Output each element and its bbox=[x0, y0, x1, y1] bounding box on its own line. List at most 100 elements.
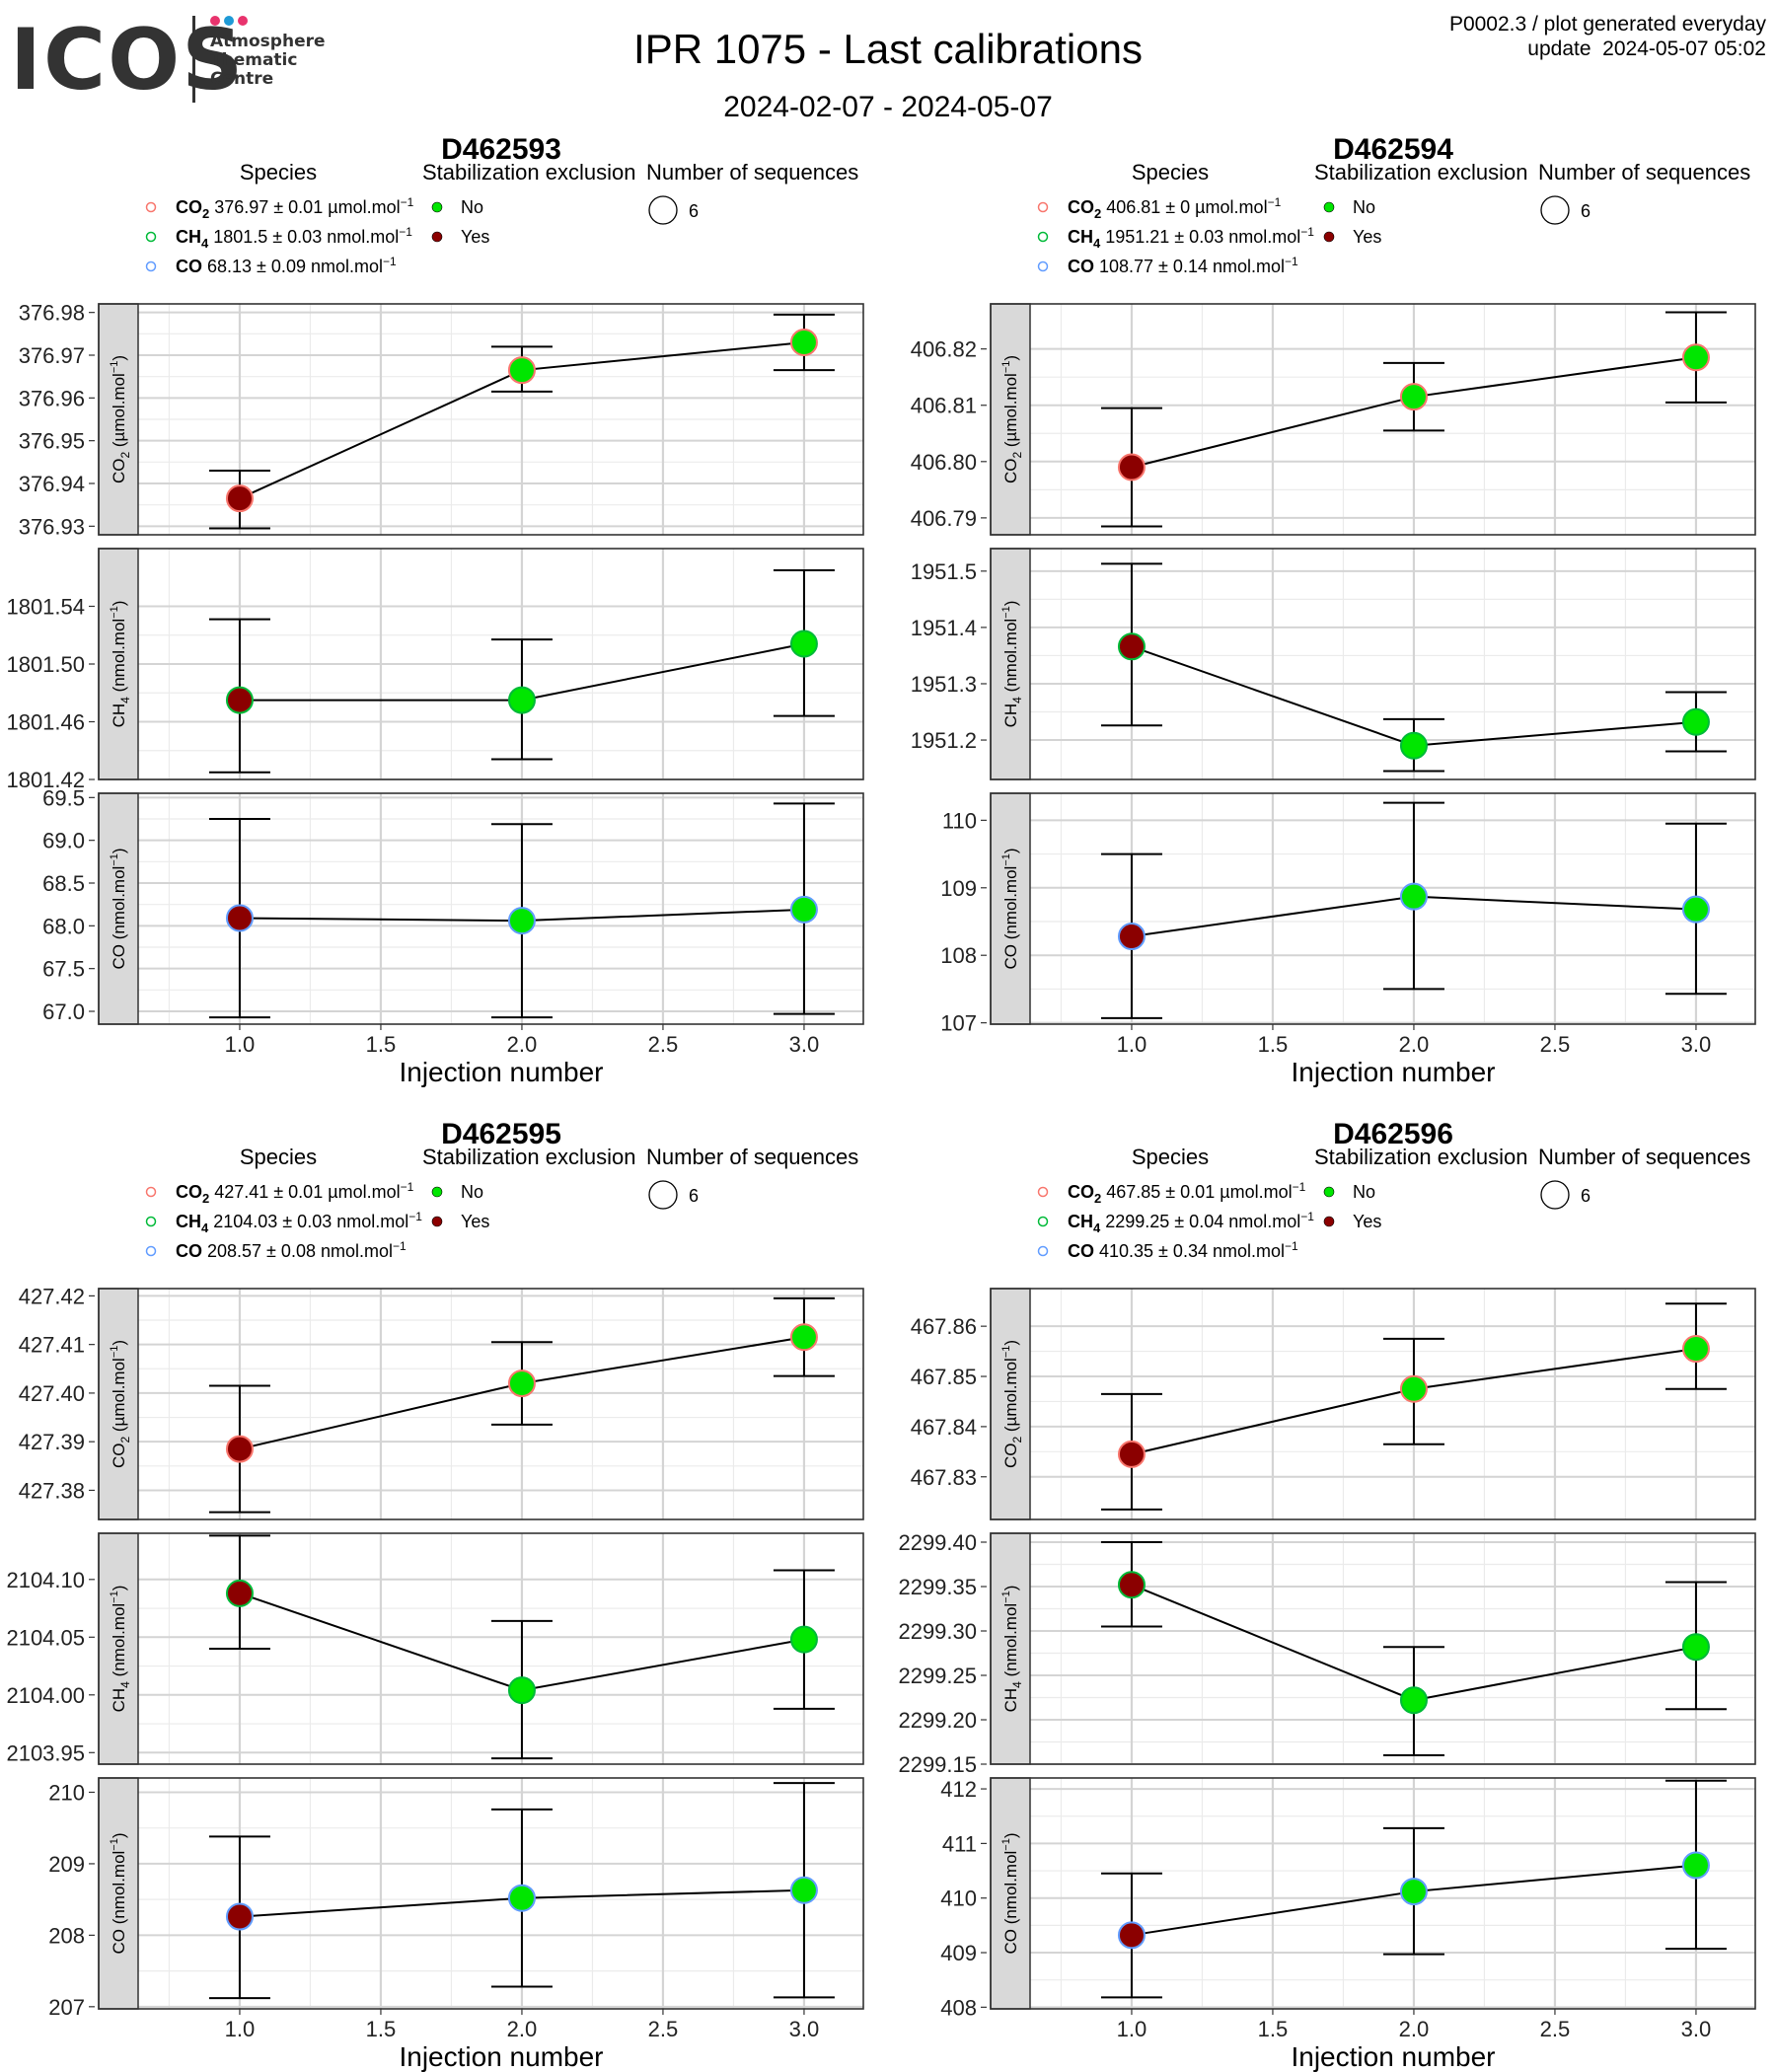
y-tick-label: 67.0 bbox=[42, 999, 85, 1024]
y-tick-label: 2299.30 bbox=[898, 1619, 977, 1644]
page-title: IPR 1075 - Last calibrations bbox=[633, 26, 1143, 72]
y-tick-label: 209 bbox=[48, 1852, 85, 1877]
data-point bbox=[1117, 1571, 1146, 1599]
panel-background bbox=[1030, 793, 1755, 1024]
facet-strip-label: CO (nmol.mol−1) bbox=[109, 1832, 128, 1954]
x-tick-label: 2.5 bbox=[648, 2017, 679, 2041]
nsequences-legend-label: 6 bbox=[689, 201, 699, 221]
x-tick-label: 2.0 bbox=[507, 2017, 538, 2041]
y-tick-label: 2104.00 bbox=[6, 1683, 85, 1708]
data-point bbox=[789, 1625, 818, 1654]
x-tick-label: 1.5 bbox=[1258, 1032, 1289, 1057]
unit-close: ) bbox=[1001, 1340, 1020, 1346]
y-tick-label: 376.97 bbox=[19, 343, 85, 368]
stabilization-legend-label: Yes bbox=[461, 227, 489, 247]
panel-border bbox=[98, 1288, 864, 1520]
data-point bbox=[225, 686, 254, 714]
stabilization-legend-marker bbox=[431, 1186, 443, 1198]
species-legend-marker bbox=[145, 231, 157, 243]
data-point bbox=[1399, 882, 1428, 911]
stabilization-legend-marker bbox=[431, 231, 443, 243]
legend-nsequences-title: Number of sequences bbox=[646, 1145, 858, 1169]
species-legend-marker bbox=[1037, 1216, 1049, 1227]
unit-exponent: −1 bbox=[1300, 1210, 1314, 1223]
species-subscript: 2 bbox=[118, 1437, 132, 1443]
stabilization-legend-label: No bbox=[1353, 1182, 1375, 1202]
species-panel: 408 409 410 411 412 CO (nmol.mol−1) bbox=[940, 1777, 1756, 2020]
data-point bbox=[1681, 1851, 1710, 1880]
y-tick-label: 108 bbox=[940, 943, 977, 968]
unit-close: ) bbox=[110, 1832, 128, 1838]
species-value: 1951.21 ± 0.03 nmol.mol bbox=[1100, 227, 1300, 247]
panel-background bbox=[138, 793, 863, 1024]
x-axis-title: Injection number bbox=[399, 1057, 603, 1087]
x-tick-label: 3.0 bbox=[789, 1032, 820, 1057]
species-panel: 107 108 109 110 CO (nmol.mol−1) bbox=[940, 792, 1756, 1036]
y-tick-label: 406.81 bbox=[911, 394, 977, 418]
icos-logo: ICOS bbox=[10, 11, 246, 110]
y-tick-label: 67.5 bbox=[42, 957, 85, 982]
unit-exponent: −1 bbox=[1285, 1239, 1298, 1253]
data-point bbox=[1117, 453, 1146, 481]
species-legend-marker bbox=[1037, 231, 1049, 243]
unit-close: ) bbox=[1001, 848, 1020, 853]
facet-strip bbox=[990, 548, 1031, 780]
stabilization-legend-marker bbox=[431, 201, 443, 213]
species-base: CO bbox=[1001, 459, 1020, 484]
stabilization-legend-label: No bbox=[461, 1182, 483, 1202]
x-tick-label: 1.5 bbox=[366, 1032, 397, 1057]
cylinder-title: D462593 bbox=[441, 133, 561, 166]
legend-nsequences-title: Number of sequences bbox=[646, 160, 858, 185]
y-tick-label: 427.41 bbox=[19, 1333, 85, 1358]
unit-label: (µmol.mol bbox=[1001, 373, 1020, 452]
y-tick-label: 376.93 bbox=[19, 514, 85, 539]
facet-strip-label: CO (nmol.mol−1) bbox=[1000, 848, 1020, 969]
species-name: CO bbox=[176, 1182, 202, 1202]
unit-exponent: −1 bbox=[109, 853, 120, 866]
y-tick-label: 376.94 bbox=[19, 472, 85, 496]
unit-exponent: −1 bbox=[1268, 195, 1282, 209]
facet-strip-label: CO2 (µmol.mol−1) bbox=[109, 1340, 132, 1468]
data-point bbox=[789, 1323, 818, 1352]
x-tick-label: 1.0 bbox=[1117, 2017, 1147, 2041]
unit-exponent: −1 bbox=[1300, 225, 1314, 239]
species-base: CO bbox=[110, 1443, 128, 1469]
species-legend-label: CO 208.57 ± 0.08 nmol.mol−1 bbox=[176, 1239, 407, 1261]
unit-exponent: −1 bbox=[1000, 606, 1012, 619]
y-tick-label: 376.95 bbox=[19, 429, 85, 454]
panel-background bbox=[138, 1778, 863, 2009]
unit-close: ) bbox=[1001, 1586, 1020, 1591]
species-legend-label: CO2 376.97 ± 0.01 µmol.mol−1 bbox=[176, 195, 414, 221]
unit-exponent: −1 bbox=[393, 1239, 407, 1253]
panel-background bbox=[1030, 304, 1755, 535]
species-subscript: 2 bbox=[1094, 206, 1101, 221]
panel-border bbox=[990, 1532, 1756, 1765]
data-point bbox=[225, 904, 254, 932]
y-tick-label: 406.82 bbox=[911, 337, 977, 362]
species-legend-marker bbox=[145, 201, 157, 213]
facet-strip bbox=[990, 1777, 1031, 2010]
y-tick-label: 427.39 bbox=[19, 1430, 85, 1454]
x-tick-label: 3.0 bbox=[789, 2017, 820, 2041]
y-tick-label: 2299.40 bbox=[898, 1530, 977, 1555]
y-tick-label: 427.38 bbox=[19, 1478, 85, 1503]
unit-exponent: −1 bbox=[408, 1210, 422, 1223]
calibration-chart: D462596 Species Stabilization exclusion Num… bbox=[898, 1118, 1756, 2072]
data-point bbox=[225, 484, 254, 513]
unit-label: (µmol.mol bbox=[1001, 1358, 1020, 1437]
y-tick-label: 409 bbox=[940, 1941, 977, 1965]
unit-exponent: −1 bbox=[399, 225, 412, 239]
legend-species-title: Species bbox=[240, 160, 317, 185]
panel-border bbox=[990, 303, 1756, 536]
unit-exponent: −1 bbox=[1285, 255, 1298, 268]
data-point bbox=[507, 1676, 536, 1705]
unit-exponent: −1 bbox=[109, 1346, 120, 1359]
x-tick-label: 1.5 bbox=[1258, 2017, 1289, 2041]
species-name: CO bbox=[1068, 1241, 1094, 1261]
legend-nsequences-title: Number of sequences bbox=[1538, 1145, 1750, 1169]
stabilization-legend-marker bbox=[1323, 1216, 1335, 1227]
facet-strip-label: CO (nmol.mol−1) bbox=[1000, 1832, 1020, 1954]
nsequences-legend-label: 6 bbox=[1581, 201, 1591, 221]
y-tick-label: 406.79 bbox=[911, 506, 977, 531]
